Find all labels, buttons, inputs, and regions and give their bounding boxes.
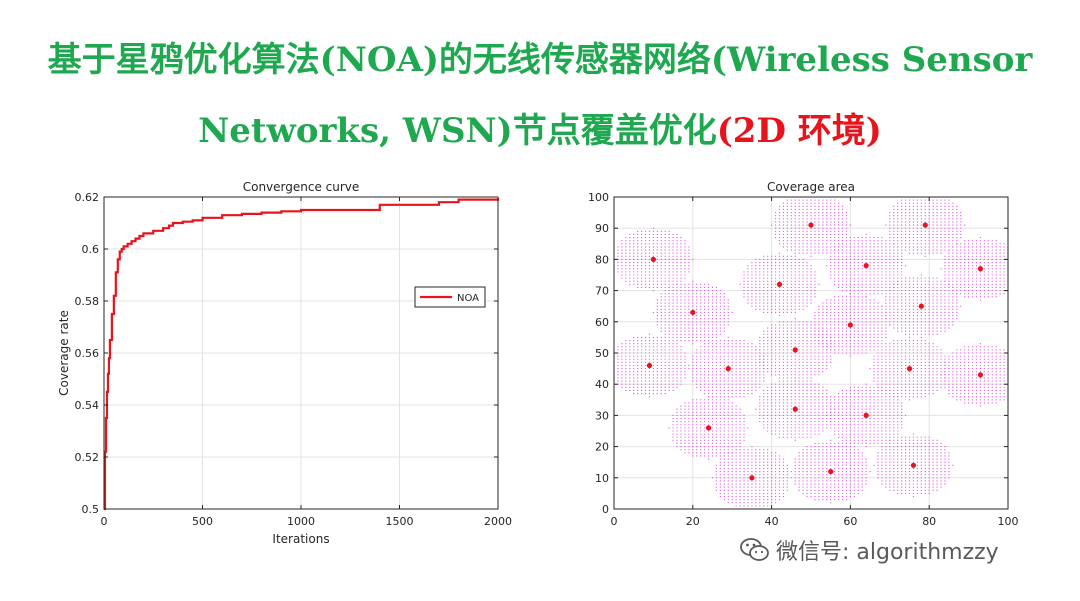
slide-title-line-2-green: Networks, WSN)节点覆盖优化: [198, 111, 717, 151]
coverage-disc: [881, 274, 962, 338]
coverage-xtick-label: 60: [843, 515, 857, 528]
coverage-disc: [810, 293, 891, 357]
convergence-ytick-label: 0.5: [82, 503, 100, 516]
sensor-node-point: [863, 412, 869, 418]
sensor-node-point: [650, 256, 657, 262]
coverage-ytick-label: 80: [595, 253, 609, 266]
coverage-ytick-label: 0: [602, 503, 609, 516]
sensor-node-point: [690, 309, 696, 316]
coverage-disc: [613, 227, 694, 292]
convergence-ytick-label: 0.58: [75, 295, 100, 308]
coverage-ytick-label: 20: [595, 441, 609, 454]
convergence-ytick-label: 0.56: [75, 347, 100, 360]
watermark-text: 微信号: algorithmzzy: [776, 540, 999, 565]
coverage-xtick-label: 40: [765, 515, 779, 528]
coverage-xtick-label: 100: [998, 515, 1019, 528]
convergence-ylabel: Coverage rate: [57, 310, 71, 396]
coverage-disc: [873, 433, 954, 498]
coverage-xtick-label: 20: [686, 515, 700, 528]
coverage-disc: [790, 439, 871, 504]
coverage-plot-area: [614, 197, 1008, 509]
sensor-node-point: [918, 303, 924, 309]
sensor-node-point: [910, 462, 917, 468]
convergence-legend-label: NOA: [457, 293, 479, 304]
sensor-node-point: [705, 425, 712, 431]
coverage-xtick-label: 80: [922, 515, 936, 528]
convergence-xtick-label: 0: [101, 515, 108, 528]
convergence-legend-box: [414, 286, 486, 308]
coverage-ytick-label: 70: [595, 285, 609, 298]
sensor-node-point: [646, 362, 653, 369]
coverage-disc: [771, 196, 851, 257]
coverage-disc: [826, 233, 907, 298]
slide-title-line-2: Networks, WSN)节点覆盖优化(2D 环境): [0, 103, 1080, 152]
convergence-xtick-label: 1000: [287, 515, 315, 528]
convergence-title: Convergence curve: [243, 180, 360, 194]
convergence-xtick-label: 2000: [484, 515, 512, 528]
coverage-disc: [826, 383, 907, 448]
convergence-xlabel: Iterations: [272, 532, 329, 546]
sensor-node-point: [828, 468, 834, 475]
coverage-disc: [652, 280, 733, 345]
convergence-plot-area: [104, 197, 498, 509]
sensor-node-point: [847, 322, 854, 328]
convergence-ytick-label: 0.52: [75, 451, 100, 464]
coverage-disc: [711, 446, 792, 510]
convergence-ytick-label: 0.6: [82, 243, 100, 256]
coverage-ytick-label: 90: [595, 222, 609, 235]
coverage-ytick-label: 10: [595, 472, 609, 485]
coverage-disc: [668, 396, 749, 460]
slide-title-line-2-red: (2D 环境): [716, 111, 882, 151]
sensor-node-point: [863, 263, 869, 269]
sensor-node-point: [808, 222, 814, 228]
coverage-disc: [755, 377, 836, 441]
convergence-axes-box: [103, 196, 499, 510]
sensor-node-point: [792, 406, 798, 412]
coverage-disc: [940, 343, 1009, 407]
coverage-ytick-label: 60: [595, 316, 609, 329]
coverage-disc: [739, 252, 820, 317]
coverage-axes-box: [613, 196, 1009, 510]
coverage-disc: [885, 196, 966, 257]
coverage-disc: [755, 318, 836, 382]
sensor-node-point: [906, 366, 913, 372]
watermark: 微信号: algorithmzzy: [740, 534, 999, 569]
coverage-disc: [688, 336, 769, 401]
convergence-xtick-label: 1500: [386, 515, 414, 528]
coverage-disc: [869, 336, 950, 401]
sensor-node-point: [792, 347, 798, 353]
sensor-node-point: [977, 266, 984, 272]
coverage-title: Coverage area: [767, 180, 855, 194]
coverage-ytick-label: 100: [588, 191, 609, 204]
coverage-disc: [940, 237, 1009, 301]
convergence-series-line: [103, 198, 500, 511]
sensor-node-point: [725, 366, 731, 372]
wechat-icon: [740, 537, 770, 569]
convergence-xtick-label: 500: [192, 515, 213, 528]
slide-title-line-1: 基于星鸦优化算法(NOA)的无线传感器网络(Wireless Sensor: [47, 40, 1033, 80]
coverage-ytick-label: 40: [595, 378, 609, 391]
sensor-node-point: [749, 475, 755, 481]
coverage-ytick-label: 50: [595, 347, 609, 360]
sensor-node-point: [977, 372, 984, 378]
convergence-ytick-label: 0.54: [75, 399, 100, 412]
coverage-xtick-label: 0: [611, 515, 618, 528]
sensor-node-point: [922, 222, 928, 228]
coverage-disc: [613, 333, 690, 398]
coverage-ytick-label: 30: [595, 409, 609, 422]
convergence-ytick-label: 0.62: [75, 191, 100, 204]
sensor-node-point: [776, 281, 783, 287]
